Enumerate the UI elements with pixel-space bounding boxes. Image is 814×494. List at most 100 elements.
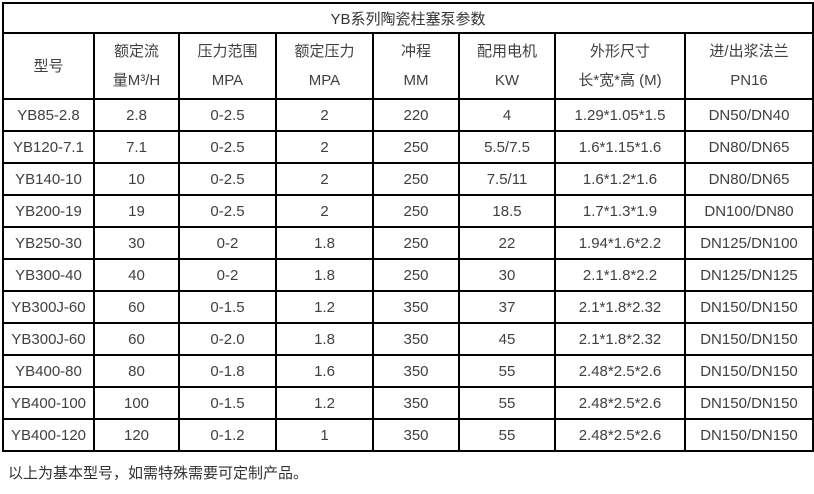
table-cell: 1.8 — [275, 322, 374, 356]
table-cell: DN150/DN150 — [683, 354, 814, 388]
table-cell: 250 — [372, 194, 460, 228]
table-title: YB系列陶瓷柱塞泵参数 — [1, 2, 814, 34]
table-cell: 22 — [458, 226, 556, 260]
column-header: 额定压力 MPA — [275, 32, 374, 100]
table-cell: DN80/DN65 — [683, 162, 814, 196]
column-header-line: 冲程 — [400, 43, 431, 60]
table-cell: 1 — [275, 418, 374, 452]
table-cell: 5.5/7.5 — [458, 130, 556, 164]
table-cell: 40 — [93, 258, 180, 292]
table-cell: 1.8 — [275, 226, 374, 260]
column-header-line: 配用电机 — [476, 43, 537, 60]
table-cell: 2.8 — [93, 98, 180, 132]
column-header-line: 外形尺寸 — [589, 43, 650, 60]
table-row: YB400-100 100 0-1.5 1.2 350 55 2.48*2.5*2.6 DN1… — [2, 386, 814, 420]
table-cell: 1.2 — [275, 386, 374, 420]
table-cell: 1.94*1.6*2.2 — [554, 226, 686, 260]
table-cell: 0-2.5 — [178, 194, 277, 228]
table-cell: 2 — [275, 98, 374, 132]
table-cell: 7.1 — [93, 130, 180, 164]
column-header-line: PN16 — [730, 72, 768, 89]
table-cell: DN125/DN125 — [683, 258, 814, 292]
table-cell: YB300-40 — [2, 258, 95, 292]
table-cell: 1.2 — [275, 290, 374, 324]
pump-spec-table: YB系列陶瓷柱塞泵参数 型号 额定流 量M³/H 压力范围 MPA 额定压力 MPA 冲程 MM… — [1, 2, 814, 452]
table-cell: 0-2.5 — [178, 98, 277, 132]
table-row: YB120-7.1 7.1 0-2.5 2 250 5.5/7.5 1.6*1.15*1.6… — [2, 130, 814, 164]
table-cell: 350 — [372, 354, 460, 388]
column-header: 外形尺寸 长*宽*高 (M) — [554, 32, 686, 100]
column-header-line: MPA — [308, 72, 341, 89]
table-cell: 0-1.5 — [178, 290, 277, 324]
table-cell: DN125/DN100 — [683, 226, 814, 260]
column-header-line: 额定流 — [113, 43, 159, 60]
table-cell: YB85-2.8 — [2, 98, 95, 132]
table-cell: 2.1*1.8*2.32 — [554, 322, 686, 356]
column-header-line: 型号 — [33, 57, 64, 75]
table-row: YB400-120 120 0-1.2 1 350 55 2.48*2.5*2.6 DN150… — [2, 418, 814, 452]
table-cell: 30 — [93, 226, 180, 260]
table-cell: 37 — [458, 290, 556, 324]
table-cell: YB300J-60 — [2, 322, 95, 356]
table-cell: 1.8 — [275, 258, 374, 292]
table-cell: 0-1.8 — [178, 354, 277, 388]
table-cell: 350 — [372, 322, 460, 356]
table-cell: DN150/DN150 — [683, 290, 814, 324]
table-cell: DN150/DN150 — [683, 386, 814, 420]
table-row: YB250-30 30 0-2 1.8 250 22 1.94*1.6*2.2 DN125/D… — [2, 226, 814, 260]
table-row: YB85-2.8 2.8 0-2.5 2 220 4 1.29*1.05*1.5 DN50/D… — [2, 98, 814, 132]
table-row: YB300J-60 60 0-1.5 1.2 350 37 2.1*1.8*2.32 DN15… — [2, 290, 814, 324]
table-row: YB200-19 19 0-2.5 2 250 18.5 1.7*1.3*1.9 DN100/… — [2, 194, 814, 228]
table-cell: 10 — [93, 162, 180, 196]
column-header-line: 额定压力 — [294, 43, 355, 60]
table-cell: YB200-19 — [2, 194, 95, 228]
table-cell: 60 — [93, 322, 180, 356]
column-header-line: MPA — [211, 72, 244, 89]
table-cell: YB400-120 — [2, 418, 95, 452]
table-cell: 30 — [458, 258, 556, 292]
table-cell: 250 — [372, 226, 460, 260]
column-header-line: 进/出浆法兰 — [709, 43, 789, 60]
table-cell: DN150/DN150 — [683, 418, 814, 452]
column-header: 冲程 MM — [372, 32, 460, 100]
column-header: 配用电机 KW — [458, 32, 556, 100]
table-cell: 0-2 — [178, 258, 277, 292]
column-header: 型号 — [2, 32, 95, 100]
table-row: YB400-80 80 0-1.8 1.6 350 55 2.48*2.5*2.6 DN150… — [2, 354, 814, 388]
table-cell: 350 — [372, 386, 460, 420]
table-cell: 55 — [458, 418, 556, 452]
table-cell: 0-2.5 — [178, 162, 277, 196]
table-cell: YB400-80 — [2, 354, 95, 388]
table-title-row: YB系列陶瓷柱塞泵参数 — [1, 2, 814, 34]
table-cell: 7.5/11 — [458, 162, 556, 196]
table-cell: 0-1.5 — [178, 386, 277, 420]
column-header: 压力范围 MPA — [178, 32, 277, 100]
table-cell: DN50/DN40 — [683, 98, 814, 132]
table-cell: 2.1*1.8*2.32 — [554, 290, 686, 324]
table-cell: 0-2.0 — [178, 322, 277, 356]
table-cell: YB400-100 — [2, 386, 95, 420]
table-header-row: 型号 额定流 量M³/H 压力范围 MPA 额定压力 MPA 冲程 MM 配用电机 KW 外形尺寸 长*… — [2, 32, 814, 100]
column-header-line: KW — [494, 72, 520, 89]
table-cell: 2.48*2.5*2.6 — [554, 418, 686, 452]
table-cell: 1.6*1.2*1.6 — [554, 162, 686, 196]
table-cell: 120 — [93, 418, 180, 452]
table-cell: 2 — [275, 162, 374, 196]
table-cell: 1.6 — [275, 354, 374, 388]
table-cell: 220 — [372, 98, 460, 132]
table-cell: DN80/DN65 — [683, 130, 814, 164]
table-cell: 2.48*2.5*2.6 — [554, 386, 686, 420]
table-cell: 250 — [372, 162, 460, 196]
table-cell: 2.1*1.8*2.2 — [554, 258, 686, 292]
table-cell: 45 — [458, 322, 556, 356]
table-cell: DN150/DN150 — [683, 322, 814, 356]
table-cell: YB140-10 — [2, 162, 95, 196]
table-row: YB300-40 40 0-2 1.8 250 30 2.1*1.8*2.2 DN125/DN… — [2, 258, 814, 292]
column-header: 额定流量M³/H — [93, 32, 180, 100]
table-cell: 4 — [458, 98, 556, 132]
table-cell: 18.5 — [458, 194, 556, 228]
column-header-line: 量M³/H — [112, 72, 161, 89]
table-cell: 2 — [275, 194, 374, 228]
table-cell: 19 — [93, 194, 180, 228]
